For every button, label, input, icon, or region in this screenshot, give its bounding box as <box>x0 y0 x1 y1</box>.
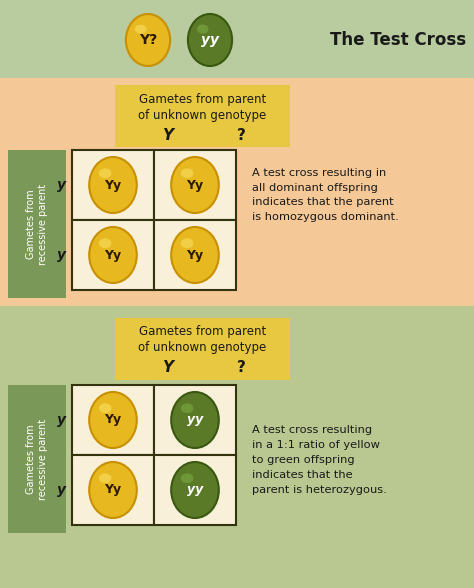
Text: Yy: Yy <box>104 249 121 262</box>
Bar <box>154 385 236 455</box>
Ellipse shape <box>181 238 193 248</box>
Ellipse shape <box>99 403 111 413</box>
Bar <box>154 150 236 220</box>
Ellipse shape <box>126 14 170 66</box>
Text: of unknown genotype: of unknown genotype <box>138 109 266 122</box>
Bar <box>115 85 290 147</box>
Ellipse shape <box>171 227 219 283</box>
Bar <box>154 220 236 290</box>
Text: Yy: Yy <box>104 179 121 192</box>
Ellipse shape <box>89 227 137 283</box>
Ellipse shape <box>99 238 111 248</box>
Bar <box>8 150 66 298</box>
Text: Yy: Yy <box>104 413 121 426</box>
Text: A test cross resulting
in a 1:1 ratio of yellow
to green offspring
indicates tha: A test cross resulting in a 1:1 ratio of… <box>252 425 387 495</box>
Bar <box>72 385 154 455</box>
Ellipse shape <box>197 25 209 34</box>
Text: A test cross resulting in
all dominant offspring
indicates that the parent
is ho: A test cross resulting in all dominant o… <box>252 168 399 222</box>
Bar <box>0 0 474 78</box>
Ellipse shape <box>89 462 137 518</box>
Ellipse shape <box>188 14 232 66</box>
Ellipse shape <box>171 462 219 518</box>
Text: Y: Y <box>162 128 173 142</box>
Bar <box>0 78 474 306</box>
Ellipse shape <box>181 403 193 413</box>
Text: yy: yy <box>187 483 203 496</box>
Text: yy: yy <box>201 33 219 47</box>
Text: y: y <box>57 248 66 262</box>
Text: ?: ? <box>237 128 246 142</box>
Text: Y: Y <box>162 360 173 376</box>
Text: of unknown genotype: of unknown genotype <box>138 342 266 355</box>
Bar <box>72 455 154 525</box>
Bar <box>0 306 474 588</box>
Bar <box>72 150 154 220</box>
Text: y: y <box>57 178 66 192</box>
Text: ?: ? <box>237 360 246 376</box>
Bar <box>8 385 66 533</box>
Text: Gametes from parent: Gametes from parent <box>139 92 266 105</box>
Text: Gametes from
recessive parent: Gametes from recessive parent <box>26 183 48 265</box>
Ellipse shape <box>89 157 137 213</box>
Ellipse shape <box>135 25 146 34</box>
Text: Yy: Yy <box>104 483 121 496</box>
Bar <box>72 220 154 290</box>
Ellipse shape <box>99 168 111 178</box>
Text: Yy: Yy <box>186 179 203 192</box>
Text: y: y <box>57 483 66 497</box>
Ellipse shape <box>171 392 219 448</box>
Ellipse shape <box>99 473 111 483</box>
Ellipse shape <box>181 473 193 483</box>
Ellipse shape <box>181 168 193 178</box>
Text: Gametes from
recessive parent: Gametes from recessive parent <box>26 419 48 500</box>
Text: Y?: Y? <box>139 33 157 47</box>
Bar <box>154 455 236 525</box>
Text: yy: yy <box>187 413 203 426</box>
Ellipse shape <box>89 392 137 448</box>
Text: y: y <box>57 413 66 427</box>
Text: The Test Cross: The Test Cross <box>330 31 466 49</box>
Text: Gametes from parent: Gametes from parent <box>139 326 266 339</box>
Ellipse shape <box>171 157 219 213</box>
Text: Yy: Yy <box>186 249 203 262</box>
Bar <box>115 318 290 380</box>
